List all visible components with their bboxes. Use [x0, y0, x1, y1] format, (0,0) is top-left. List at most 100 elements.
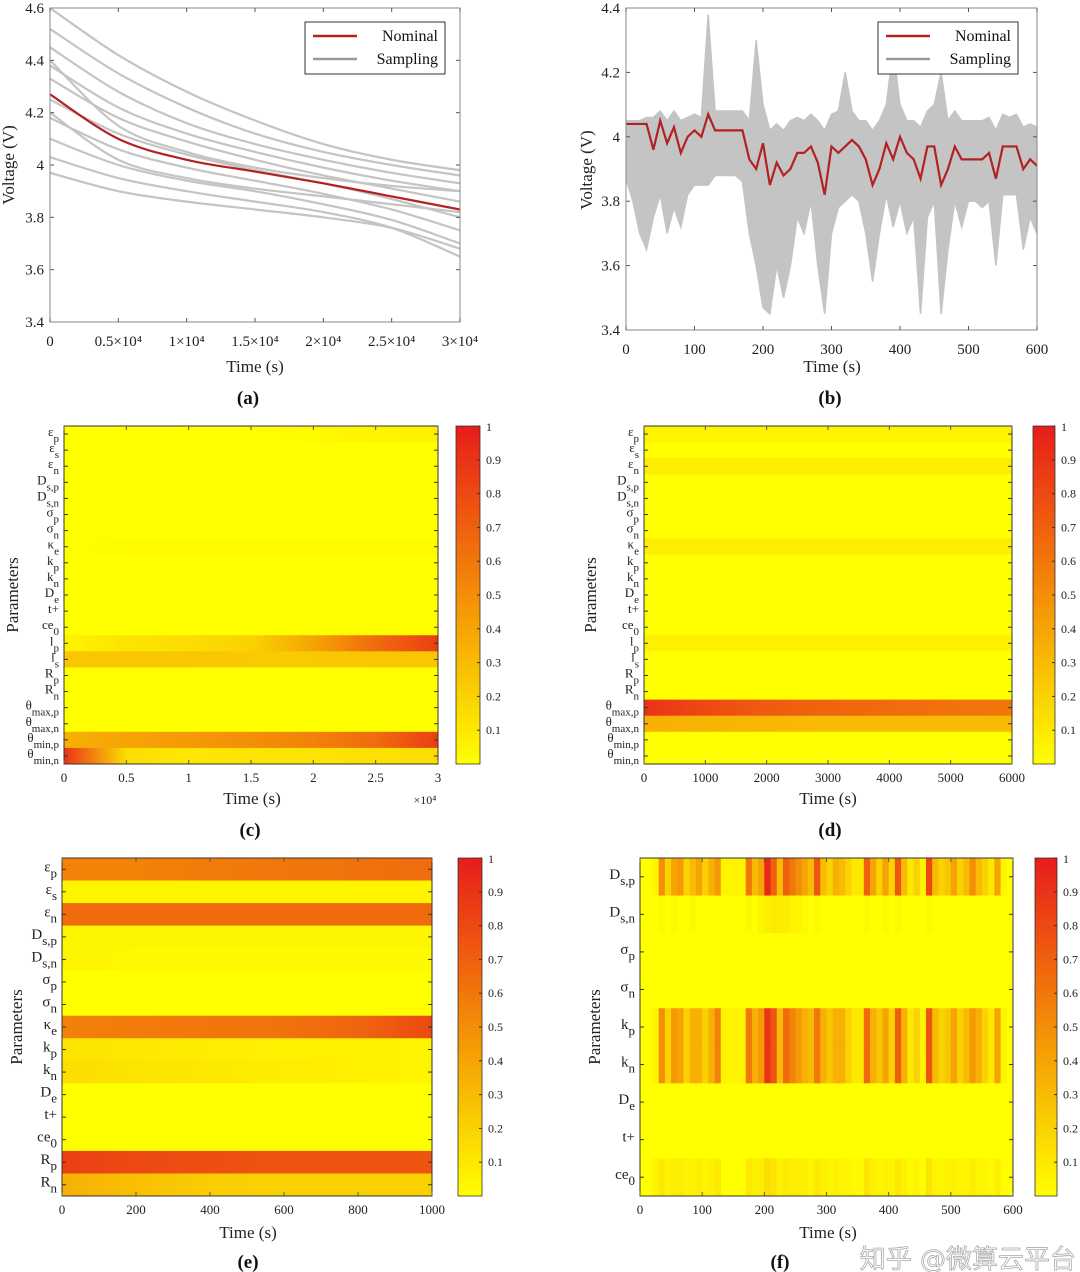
heatmap-cell — [683, 1158, 691, 1196]
y-axis-label: Parameters — [585, 989, 604, 1065]
parameter-subscript: n — [54, 691, 60, 703]
heatmap-cell — [664, 1045, 672, 1084]
heatmap-cell — [739, 858, 747, 897]
parameter-label: t+ — [44, 1107, 57, 1123]
heatmap-row-cell — [62, 1128, 432, 1152]
parameter-subscript: e — [629, 1098, 635, 1113]
parameter-label: εn — [44, 904, 57, 925]
heatmap-row-cell — [64, 731, 438, 749]
parameter-label: σn — [626, 521, 639, 542]
heatmap-row-cell — [62, 1173, 432, 1196]
parameter-subscript: n — [51, 1068, 58, 1083]
parameter-subscript: max,n — [612, 723, 640, 735]
y-tick-label: 4 — [613, 130, 621, 146]
x-tick-label: 0 — [622, 342, 630, 358]
heatmap-row-cell — [644, 635, 1012, 652]
heatmap-cell — [988, 1045, 995, 1084]
heatmap-cell — [994, 858, 1002, 897]
parameter-label: σp — [626, 505, 639, 526]
heatmap-cell — [944, 1045, 952, 1084]
heatmap-cell — [919, 895, 927, 934]
heatmap-cell — [646, 895, 653, 934]
heatmap-row-cell — [644, 715, 1012, 733]
x-tick-label: 0.5 — [118, 770, 134, 785]
heatmap-cell — [801, 895, 809, 934]
parameter-label: Ds,n — [31, 949, 57, 970]
heatmap-cell — [702, 1158, 709, 1196]
heatmap-cell — [981, 1158, 989, 1196]
heatmap-row-cell — [62, 925, 432, 949]
parameter-subscript: p — [629, 1023, 636, 1038]
heatmap-row-cell — [62, 858, 432, 882]
parameter-symbol: ε — [48, 456, 54, 471]
y-tick-label: 4.4 — [601, 1, 620, 17]
parameter-symbol: σ — [620, 979, 628, 995]
heatmap-cell — [733, 1158, 740, 1196]
parameter-label: εp — [48, 424, 59, 445]
parameter-subscript: n — [634, 530, 640, 542]
x-tick-label: 1 — [185, 770, 192, 785]
heatmap-cell — [745, 1045, 753, 1084]
heatmap-row-cell — [640, 1120, 1013, 1159]
parameter-subscript: e — [634, 594, 639, 606]
heatmap-row-cell — [644, 442, 1012, 459]
parameter-label: εp — [44, 859, 57, 880]
parameter-subscript: s — [55, 449, 59, 461]
parameter-subscript: min,p — [34, 739, 60, 751]
heatmap-cell — [950, 1008, 958, 1047]
heatmap-cell — [782, 1008, 790, 1047]
parameter-symbol: D — [609, 867, 620, 883]
heatmap-cell — [807, 1158, 815, 1196]
colorbar — [1034, 857, 1058, 1197]
heatmap-row-cell — [64, 635, 438, 652]
x-tick-label: 3 — [435, 770, 442, 785]
x-tick-label: 200 — [752, 342, 775, 358]
x-tick-label: 0 — [59, 1202, 66, 1217]
x-tick-label: 100 — [683, 342, 706, 358]
heatmap-cell — [957, 858, 964, 897]
heatmap-cell — [814, 1008, 821, 1047]
parameter-label: t+ — [622, 1130, 635, 1146]
heatmap-row-cell — [62, 1060, 432, 1084]
heatmap-cell — [870, 1008, 877, 1047]
parameter-symbol: θ — [607, 730, 613, 745]
heatmap-cell — [751, 858, 759, 897]
sampling-line-9 — [50, 171, 460, 250]
colorbar-tick-label: 0.5 — [486, 588, 501, 602]
legend-label: Sampling — [377, 51, 438, 68]
heatmap-cell — [720, 858, 728, 897]
plot-area — [64, 426, 438, 764]
parameter-label: ls — [631, 649, 639, 670]
heatmap-cell — [901, 858, 908, 897]
parameter-symbol: D — [31, 949, 42, 965]
heatmap-cell — [733, 895, 740, 934]
parameter-label: Ds,n — [609, 904, 635, 925]
parameter-subscript: n — [629, 985, 636, 1000]
parameter-subscript: e — [54, 594, 59, 606]
heatmap-row-cell — [644, 490, 1012, 507]
colorbar-tick-label: 0.5 — [1063, 1020, 1078, 1034]
heatmap-cell — [913, 1045, 921, 1084]
heatmap-cell — [695, 858, 703, 897]
heatmap-cell — [727, 895, 734, 934]
parameter-label: t+ — [628, 601, 639, 616]
heatmap-cell — [758, 858, 765, 897]
heatmap-cell — [733, 858, 740, 897]
heatmap-cell — [919, 1045, 927, 1084]
heatmap-row-cell — [62, 880, 432, 904]
x-tick-label: 600 — [1026, 342, 1049, 358]
legend — [877, 21, 1019, 75]
heatmap-cell — [944, 1008, 952, 1047]
parameter-subscript: p — [54, 674, 60, 686]
x-axis-label: Time (s) — [803, 357, 860, 376]
heatmap-cell — [907, 858, 915, 897]
heatmap-cell — [863, 1045, 871, 1084]
heatmap-row-cell — [62, 970, 432, 994]
heatmap-row-cell — [644, 554, 1012, 572]
colorbar-tick-label: 0.9 — [1063, 885, 1078, 899]
heatmap-cell — [845, 1158, 852, 1196]
heatmap-row-cell — [644, 570, 1012, 588]
heatmap-cell — [994, 1045, 1002, 1084]
heatmap-cell — [963, 1045, 970, 1084]
heatmap-cell — [677, 1045, 685, 1084]
